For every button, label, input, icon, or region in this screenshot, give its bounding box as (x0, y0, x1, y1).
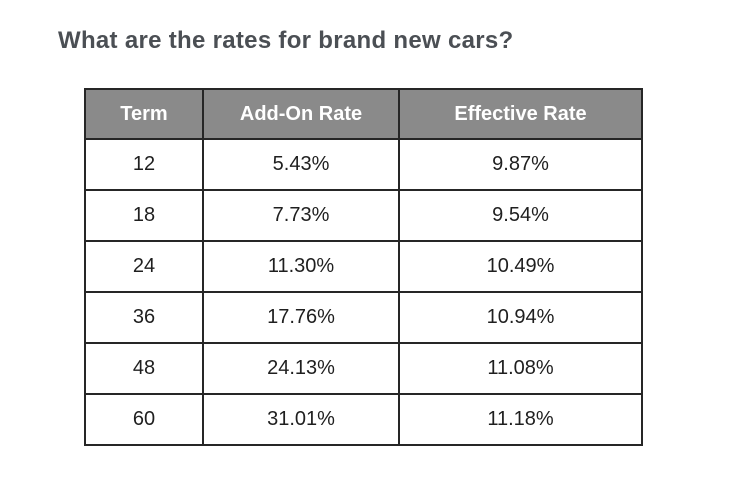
cell-effective-rate: 9.54% (398, 189, 643, 242)
cell-add-on-rate: 17.76% (202, 291, 400, 344)
cell-effective-rate: 9.87% (398, 138, 643, 191)
cell-effective-rate: 11.08% (398, 342, 643, 395)
rates-table: Term Add-On Rate Effective Rate 12 5.43%… (84, 88, 643, 446)
rates-table-body: 12 5.43% 9.87% 18 7.73% 9.54% 24 11.30% … (84, 138, 643, 446)
cell-add-on-rate: 11.30% (202, 240, 400, 293)
rates-table-header: Term Add-On Rate Effective Rate (84, 88, 643, 140)
cell-term: 60 (84, 393, 204, 446)
table-row: 36 17.76% 10.94% (84, 291, 643, 344)
cell-effective-rate: 10.49% (398, 240, 643, 293)
cell-add-on-rate: 7.73% (202, 189, 400, 242)
cell-add-on-rate: 31.01% (202, 393, 400, 446)
column-header-effective-rate: Effective Rate (398, 88, 643, 140)
table-row: 18 7.73% 9.54% (84, 189, 643, 242)
cell-term: 48 (84, 342, 204, 395)
table-row: 60 31.01% 11.18% (84, 393, 643, 446)
table-row: 48 24.13% 11.08% (84, 342, 643, 395)
column-header-term: Term (84, 88, 204, 140)
table-row: 24 11.30% 10.49% (84, 240, 643, 293)
header-row: Term Add-On Rate Effective Rate (84, 88, 643, 140)
cell-term: 12 (84, 138, 204, 191)
column-header-add-on-rate: Add-On Rate (202, 88, 400, 140)
cell-add-on-rate: 5.43% (202, 138, 400, 191)
cell-add-on-rate: 24.13% (202, 342, 400, 395)
cell-term: 18 (84, 189, 204, 242)
cell-effective-rate: 11.18% (398, 393, 643, 446)
cell-term: 24 (84, 240, 204, 293)
table-row: 12 5.43% 9.87% (84, 138, 643, 191)
page-title: What are the rates for brand new cars? (58, 27, 514, 54)
cell-term: 36 (84, 291, 204, 344)
cell-effective-rate: 10.94% (398, 291, 643, 344)
